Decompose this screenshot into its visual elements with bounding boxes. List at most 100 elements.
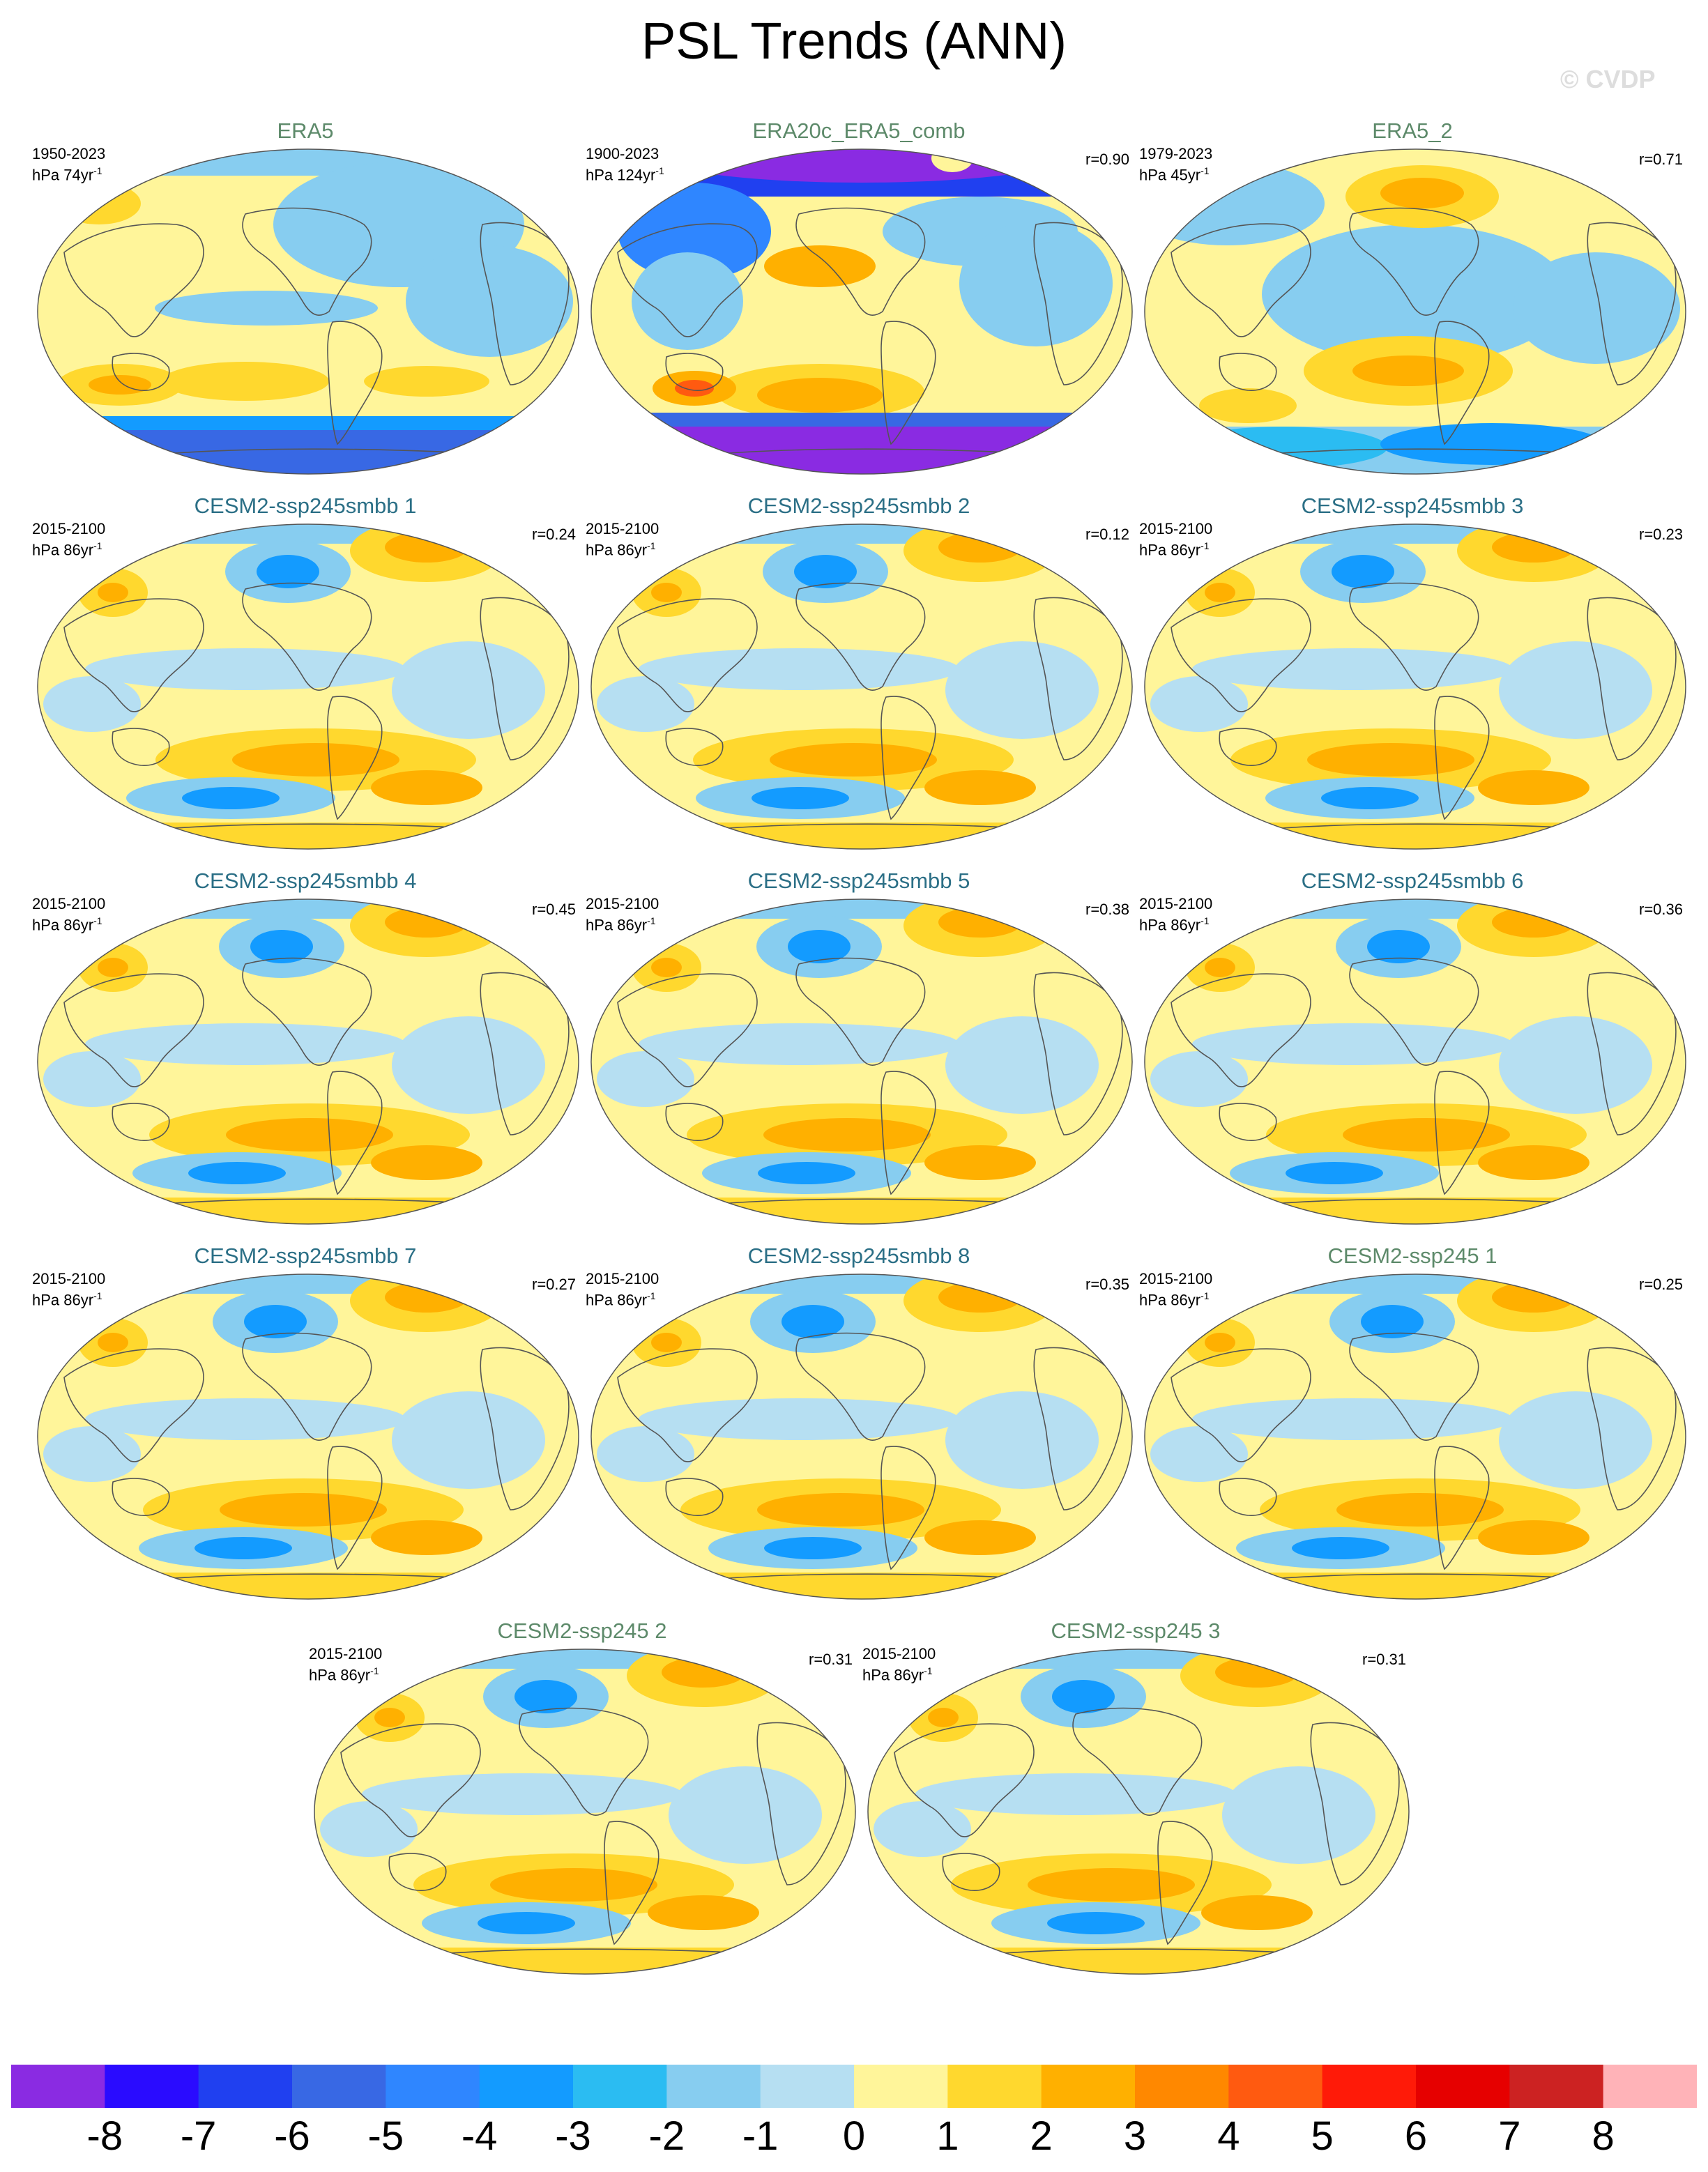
colorbar	[11, 2065, 1697, 2108]
south-america-coastline	[1434, 1446, 1490, 1570]
contour-region	[1352, 355, 1464, 386]
panel-title: CESM2-ssp245smbb 3	[1301, 494, 1524, 518]
north-america-coastline	[795, 207, 926, 316]
contour-region	[98, 1333, 128, 1352]
trend-map	[37, 1274, 579, 1600]
south-america-coastline	[1434, 321, 1490, 445]
contour-region	[1215, 1657, 1299, 1688]
colorbar-segment	[947, 2065, 1042, 2108]
colorbar-segment	[11, 2065, 105, 2108]
australia-coastline	[1219, 1103, 1277, 1141]
south-america-coastline	[1434, 1071, 1490, 1195]
south-america-coastline	[604, 1821, 659, 1945]
australia-coastline	[1219, 1478, 1277, 1516]
contour-region	[406, 245, 573, 357]
contour-region	[591, 1198, 1132, 1224]
contour-region	[1145, 899, 1686, 919]
south-america-coastline	[880, 1071, 936, 1195]
contour-region	[1201, 1895, 1313, 1930]
map-panel: CESM2-ssp245 1 2015-2100 hPa 86yr-1 r=0.25	[1134, 1244, 1691, 1603]
colorbar-segment	[854, 2065, 948, 2108]
contour-region	[43, 1426, 141, 1482]
contour-region	[591, 823, 1132, 849]
map-outline	[37, 148, 579, 475]
panel-period: 2015-2100	[32, 520, 106, 537]
contour-region	[1150, 1426, 1248, 1482]
asia-coastline	[63, 223, 204, 337]
australia-coastline	[665, 1103, 724, 1141]
colorbar-segment	[1322, 2065, 1417, 2108]
panel-title: CESM2-ssp245 2	[497, 1619, 667, 1643]
colorbar-segment	[1041, 2065, 1136, 2108]
panel-period: 2015-2100	[32, 895, 106, 912]
contour-region	[938, 1282, 1022, 1313]
panel-title: CESM2-ssp245smbb 8	[747, 1244, 970, 1268]
map-panel: CESM2-ssp245smbb 8 2015-2100 hPa 86yr-1 r=0…	[580, 1244, 1138, 1603]
contour-region	[43, 676, 141, 732]
map-panel: ERA5_2 1979-2023 hPa 45yr-1 r=0.71	[1134, 118, 1691, 478]
colorbar-segment	[1416, 2065, 1510, 2108]
contour-region	[98, 958, 128, 977]
contour-region	[938, 907, 1022, 938]
contour-region	[1192, 648, 1513, 690]
colorbar-tick-label: -7	[180, 2113, 217, 2159]
panel-title: ERA20c_ERA5_comb	[752, 118, 966, 143]
contour-region	[188, 1162, 286, 1184]
colorbar-segment	[760, 2065, 855, 2108]
contour-region	[928, 1708, 959, 1727]
asia-coastline	[63, 1348, 204, 1462]
contour-region	[38, 430, 579, 474]
map-panel: ERA20c_ERA5_comb 1900-2023 hPa 124yr-1 r=0.…	[580, 118, 1138, 478]
panel-period: 2015-2100	[586, 520, 659, 537]
map-outline	[590, 523, 1133, 850]
contour-region	[1321, 787, 1419, 809]
south-america-coastline	[327, 696, 383, 820]
contour-region	[591, 524, 1132, 544]
contour-region	[1513, 252, 1680, 364]
contour-region	[38, 899, 579, 919]
contour-region	[1499, 1016, 1652, 1114]
map-outline	[314, 1649, 856, 1975]
contour-region	[364, 366, 489, 397]
panel-period: 1979-2023	[1139, 145, 1213, 162]
contour-region	[1343, 1118, 1510, 1152]
contour-region	[591, 1573, 1132, 1599]
contour-region	[1052, 1680, 1115, 1713]
asia-coastline	[63, 598, 204, 712]
north-america-coastline	[242, 1332, 372, 1441]
contour-region	[514, 1680, 577, 1713]
contour-region	[85, 1398, 406, 1440]
contour-region	[868, 1948, 1409, 1974]
panel-units: hPa 86yr-1	[586, 540, 656, 559]
panel-period: 2015-2100	[586, 1270, 659, 1287]
contour-region	[257, 555, 319, 588]
colorbar-tick-label: 4	[1217, 2113, 1240, 2159]
panel-units: hPa 86yr-1	[1139, 915, 1210, 934]
contour-region	[1492, 1282, 1576, 1313]
panel-period: 2015-2100	[32, 1270, 106, 1287]
contour-region	[244, 1305, 307, 1338]
north-america-coastline	[795, 582, 926, 691]
panel-correlation: r=0.25	[1639, 1276, 1683, 1293]
contour-region	[1150, 676, 1248, 732]
contour-region	[392, 641, 545, 739]
contour-region	[1336, 1493, 1504, 1527]
panel-units: hPa 86yr-1	[1139, 540, 1210, 559]
contour-region	[38, 1198, 579, 1224]
contour-region	[597, 1051, 694, 1107]
panel-units: hPa 86yr-1	[862, 1665, 933, 1684]
australia-coastline	[1219, 353, 1277, 391]
panel-correlation: r=0.36	[1639, 901, 1683, 918]
contour-region	[764, 245, 876, 287]
trend-map	[1144, 898, 1686, 1225]
panel-units: hPa 86yr-1	[32, 540, 102, 559]
contour-region	[945, 1016, 1099, 1114]
panel-correlation: r=0.27	[532, 1276, 576, 1293]
colorbar-segment	[292, 2065, 386, 2108]
colorbar-tick-label: 5	[1311, 2113, 1334, 2159]
contour-region	[763, 1118, 931, 1152]
contour-region	[1205, 1333, 1235, 1352]
contour-region	[651, 583, 682, 602]
contour-region	[220, 1493, 387, 1527]
contour-region	[371, 1520, 482, 1555]
